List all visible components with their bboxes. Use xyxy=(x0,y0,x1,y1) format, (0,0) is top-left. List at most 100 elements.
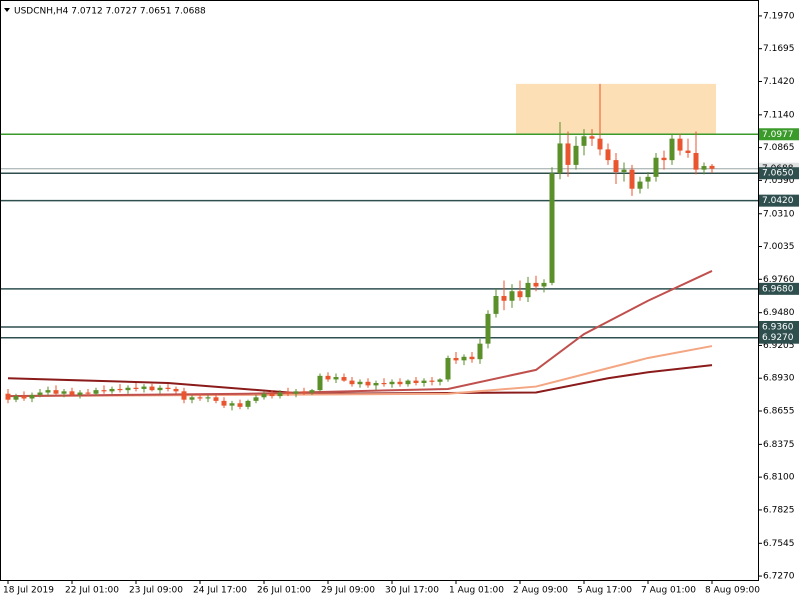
candle-body xyxy=(149,386,155,391)
y-tick-label: 6.8655 xyxy=(763,407,795,417)
candle-body xyxy=(397,381,403,385)
candle-body xyxy=(373,382,379,386)
x-tick-label: 30 Jul 17:00 xyxy=(385,586,439,596)
candle-body xyxy=(69,391,75,395)
candle-body xyxy=(613,160,619,173)
y-tick-label: 7.1140 xyxy=(763,110,795,120)
candle-body xyxy=(165,387,171,389)
candle-body xyxy=(117,388,123,391)
candle-body xyxy=(701,166,707,170)
menu-arrow[interactable] xyxy=(4,8,10,12)
candle-body xyxy=(477,343,483,360)
y-tick-label: 7.0865 xyxy=(763,143,795,153)
level-label-box xyxy=(759,194,799,207)
candle-body xyxy=(541,282,547,287)
x-tick-label: 2 Aug 09:00 xyxy=(513,586,568,596)
candle-body xyxy=(661,157,667,161)
candle-body xyxy=(621,169,627,173)
candle-body xyxy=(549,173,555,283)
candle-body xyxy=(589,136,595,139)
y-tick-label: 6.7545 xyxy=(763,539,795,549)
candle-body xyxy=(533,282,539,287)
candle-body xyxy=(29,394,35,399)
candle-body xyxy=(5,393,11,400)
candle-body xyxy=(629,169,635,189)
candle-body xyxy=(581,136,587,146)
candle-body xyxy=(669,138,675,161)
level-label-box xyxy=(759,167,799,180)
moving-average xyxy=(7,270,713,398)
candle-body xyxy=(197,397,203,399)
candle-body xyxy=(685,150,691,153)
x-tick-label: 18 Jul 2019 xyxy=(3,586,54,596)
level-label: 7.0420 xyxy=(762,196,794,206)
candle-body xyxy=(469,356,475,360)
candle-body xyxy=(573,145,579,165)
candle-body xyxy=(229,403,235,406)
level-label: 6.9270 xyxy=(762,333,794,343)
moving-average xyxy=(7,364,713,395)
level-label-box xyxy=(759,331,799,344)
level-label-box xyxy=(759,282,799,295)
candle-body xyxy=(13,396,19,400)
y-tick-label: 7.1970 xyxy=(763,11,795,21)
candle-body xyxy=(317,375,323,391)
candle-body xyxy=(213,397,219,401)
candle-body xyxy=(157,387,163,391)
candle-body xyxy=(381,382,387,385)
candle-body xyxy=(333,377,339,380)
candle-body xyxy=(525,282,531,298)
candle-body xyxy=(61,391,67,394)
candle-body xyxy=(109,388,115,392)
candle-body xyxy=(429,380,435,382)
candle-body xyxy=(277,392,283,397)
level-label: 7.0977 xyxy=(762,130,794,140)
candle-body xyxy=(205,397,211,399)
candle-body xyxy=(517,291,523,298)
x-tick-label: 23 Jul 09:00 xyxy=(129,586,183,596)
chart-title: USDCNH,H4 7.0712 7.0727 7.0651 7.0688 xyxy=(14,7,206,17)
candle-body xyxy=(301,391,307,393)
x-tick-label: 26 Jul 01:00 xyxy=(257,586,311,596)
candle-body xyxy=(293,391,299,394)
zone xyxy=(516,83,716,135)
candle-body xyxy=(677,138,683,151)
candle-body xyxy=(221,400,227,406)
candle-body xyxy=(237,403,243,407)
candle-body xyxy=(269,393,275,397)
candle-body xyxy=(485,313,491,344)
candle-body xyxy=(245,400,251,407)
level-label-box xyxy=(759,320,799,333)
candle-body xyxy=(637,181,643,189)
candle-body xyxy=(253,397,259,401)
candle-body xyxy=(125,387,131,391)
candle-body xyxy=(493,295,499,314)
candle-body xyxy=(53,390,59,394)
candle-body xyxy=(421,380,427,383)
candle-body xyxy=(437,379,443,382)
candle-body xyxy=(37,392,43,395)
candle-body xyxy=(285,392,291,394)
level-label: 6.9360 xyxy=(762,322,794,332)
candle-body xyxy=(365,381,371,386)
candle-body xyxy=(45,390,51,393)
moving-average xyxy=(7,345,713,398)
y-tick-label: 7.0310 xyxy=(763,209,795,219)
candle-body xyxy=(181,391,187,400)
y-tick-label: 6.7825 xyxy=(763,505,795,515)
candle-body xyxy=(501,295,507,301)
candle-body xyxy=(349,380,355,385)
level-label: 6.9680 xyxy=(762,284,794,294)
candle-body xyxy=(325,375,331,380)
x-tick-label: 1 Aug 01:00 xyxy=(449,586,504,596)
candle-body xyxy=(389,381,395,385)
candle-body xyxy=(93,390,99,394)
candle-body xyxy=(509,291,515,301)
candle-body xyxy=(405,380,411,385)
candle-body xyxy=(21,396,27,399)
candle-body xyxy=(77,392,83,395)
candle-body xyxy=(189,397,195,400)
candle-body xyxy=(693,152,699,170)
x-tick-label: 29 Jul 09:00 xyxy=(321,586,375,596)
